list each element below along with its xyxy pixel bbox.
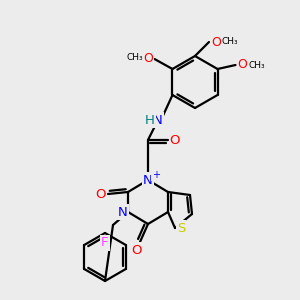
Text: N: N (153, 113, 163, 127)
Text: CH₃: CH₃ (248, 61, 265, 70)
Text: H: H (145, 113, 155, 127)
Text: CH₃: CH₃ (222, 38, 238, 46)
Text: F: F (101, 236, 109, 250)
Text: +: + (152, 170, 160, 180)
Text: O: O (131, 244, 141, 256)
Text: N: N (143, 173, 153, 187)
Text: O: O (211, 35, 221, 49)
Text: S: S (177, 221, 185, 235)
Text: O: O (143, 52, 153, 64)
Text: O: O (170, 134, 180, 146)
Text: CH₃: CH₃ (126, 53, 143, 62)
Text: O: O (95, 188, 105, 200)
Text: N: N (118, 206, 128, 218)
Text: O: O (238, 58, 248, 71)
